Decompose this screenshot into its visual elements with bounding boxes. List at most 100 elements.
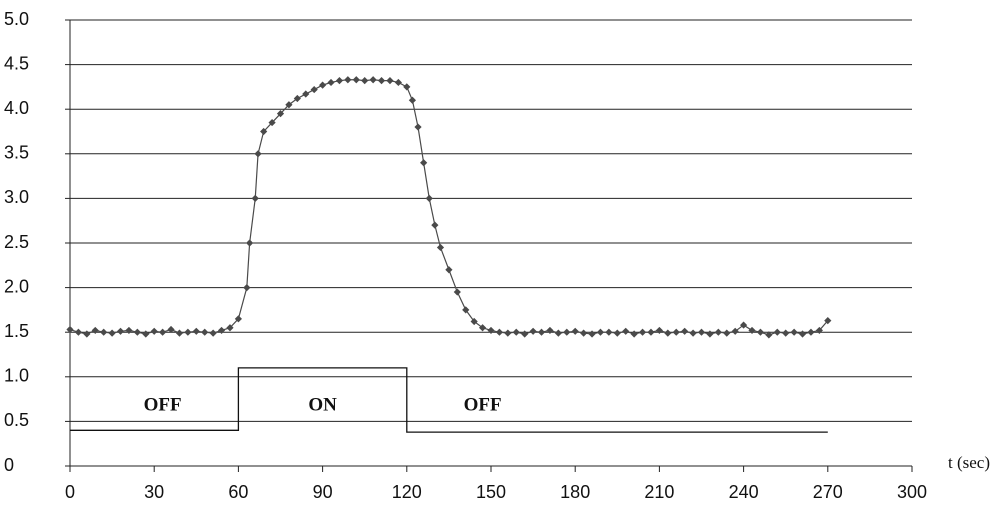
data-point — [638, 328, 647, 336]
data-point — [596, 328, 605, 336]
data-point — [192, 327, 200, 335]
y-tick-label: 5.0 — [4, 9, 29, 29]
data-point — [335, 77, 344, 85]
data-point — [605, 328, 613, 336]
data-point — [731, 327, 739, 335]
data-point — [175, 329, 184, 337]
data-point — [394, 78, 402, 87]
data-point — [184, 328, 192, 336]
data-point — [420, 159, 428, 167]
data-point — [100, 328, 108, 336]
data-point — [723, 329, 731, 337]
data-point — [689, 329, 697, 337]
data-point — [647, 328, 655, 336]
data-point — [352, 76, 360, 84]
data-point — [622, 327, 630, 335]
data-point — [478, 324, 487, 332]
data-point — [217, 326, 226, 335]
data-point — [159, 328, 167, 336]
x-tick-label: 270 — [813, 482, 843, 502]
y-tick-label: 1.5 — [4, 321, 29, 341]
data-point — [66, 325, 74, 334]
data-point — [276, 110, 285, 118]
x-tick-label: 180 — [560, 482, 590, 502]
data-point — [790, 328, 798, 336]
y-tick-label: 0.5 — [4, 410, 29, 430]
data-point — [234, 315, 242, 323]
data-point — [344, 76, 352, 84]
x-tick-label: 90 — [313, 482, 333, 502]
data-point — [782, 329, 790, 337]
data-point — [408, 96, 417, 104]
data-point — [537, 328, 546, 336]
data-point — [681, 327, 689, 335]
data-point — [293, 94, 301, 103]
data-point — [824, 317, 832, 325]
data-point — [386, 77, 394, 85]
x-tick-label: 300 — [897, 482, 927, 502]
data-point — [445, 266, 453, 274]
x-tick-label: 0 — [65, 482, 75, 502]
data-point — [453, 288, 461, 296]
data-point — [756, 328, 765, 336]
annotation: OFF — [144, 395, 182, 416]
y-tick-label: 1.0 — [4, 366, 29, 386]
data-point — [369, 76, 377, 84]
data-point — [83, 330, 91, 338]
data-point — [260, 127, 268, 136]
data-point — [546, 326, 554, 335]
data-point — [504, 329, 512, 337]
data-point — [470, 317, 478, 326]
data-point — [425, 194, 433, 202]
data-point — [251, 194, 259, 202]
y-tick-label: 4.5 — [4, 53, 29, 73]
data-point — [436, 243, 445, 252]
data-point — [630, 330, 638, 338]
x-tick-label: 210 — [644, 482, 674, 502]
data-point — [529, 327, 537, 335]
data-point — [74, 328, 83, 336]
data-point — [142, 330, 150, 338]
y-tick-label: 3.5 — [4, 143, 29, 163]
data-point — [246, 239, 254, 247]
data-point — [798, 330, 807, 338]
data-point — [773, 328, 781, 336]
data-point — [807, 328, 815, 336]
data-point — [226, 324, 234, 332]
data-point — [431, 221, 439, 229]
data-point — [512, 328, 520, 336]
data-point — [414, 123, 422, 131]
y-tick-label: 3.0 — [4, 187, 29, 207]
series-line — [70, 367, 828, 433]
series-line — [69, 79, 829, 336]
x-tick-label: 30 — [144, 482, 164, 502]
data-point — [521, 330, 529, 338]
y-tick-label: 2.0 — [4, 276, 29, 296]
data-point — [116, 327, 125, 335]
data-point — [310, 85, 318, 94]
data-point — [403, 83, 411, 91]
data-point — [672, 328, 680, 336]
data-point — [243, 284, 251, 292]
y-tick-label: 2.5 — [4, 232, 29, 252]
annotation: OFF — [464, 395, 502, 416]
data-point — [254, 150, 262, 158]
x-tick-label: 120 — [392, 482, 422, 502]
data-point — [201, 328, 209, 336]
data-point — [588, 330, 596, 338]
y-tick-label: 0 — [4, 455, 14, 475]
annotation: ON — [308, 395, 337, 416]
x-tick-label: 240 — [729, 482, 759, 502]
data-point — [740, 321, 748, 329]
data-point — [91, 326, 99, 335]
data-point — [655, 326, 663, 335]
data-point — [302, 90, 310, 98]
x-axis-label: t (sec) — [948, 453, 990, 472]
data-point — [571, 327, 579, 335]
data-point — [133, 328, 141, 336]
x-tick-label: 150 — [476, 482, 506, 502]
data-point — [815, 326, 823, 335]
data-point — [150, 327, 158, 335]
data-point — [748, 326, 756, 335]
